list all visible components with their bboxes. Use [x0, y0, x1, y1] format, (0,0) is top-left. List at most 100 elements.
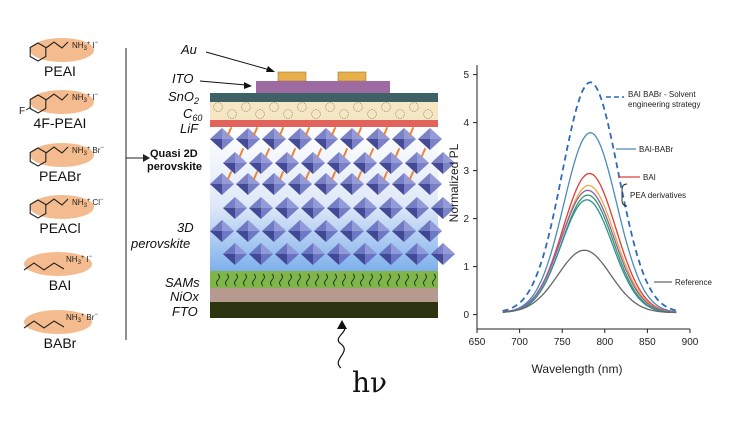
molecule-bai: NH3+ I− BAI: [23, 252, 93, 293]
sam-molecule: [333, 273, 337, 287]
octahedron: [405, 152, 429, 174]
au-label: Au: [180, 42, 197, 57]
spacer-cation: [227, 127, 232, 136]
fto-layer: [210, 302, 438, 318]
y-tick-label: 5: [463, 70, 469, 81]
au-pointer-line: [205, 51, 271, 71]
octahedron: [249, 243, 273, 265]
spacer-cations: [227, 127, 426, 180]
series-group: [502, 81, 677, 314]
c60-ball: [311, 109, 321, 119]
c60-ball: [269, 102, 279, 112]
molecule-name: PEACl: [39, 220, 80, 236]
c60-ball: [353, 102, 363, 112]
light-arrow-wave: [337, 324, 346, 369]
fluoro-substituent: F: [19, 106, 25, 117]
legend-label-solvent-line1: BAI BABr - Solvent: [628, 90, 696, 99]
sam-molecule: [396, 273, 400, 287]
octahedron: [353, 243, 377, 265]
octahedron: [327, 152, 351, 174]
x-tick-label: 650: [469, 337, 486, 348]
octahedron: [262, 220, 286, 242]
octahedron: [418, 220, 442, 242]
perovskite-3d-label-line2: perovskite: [130, 236, 190, 251]
perovskite-layer: [210, 127, 438, 271]
spacer-cation: [357, 171, 362, 180]
series-line-0: [502, 81, 677, 312]
perovskite-octahedra: [210, 128, 455, 265]
au-pointer-head: [266, 66, 275, 72]
c60-molecules: [213, 102, 433, 119]
y-axis-title: Normalized PL: [447, 143, 461, 222]
molecule-name: BABr: [44, 335, 77, 351]
octahedron: [223, 243, 247, 265]
sam-molecule: [342, 273, 346, 287]
legend-label-pea-derivatives: PEA derivatives: [630, 191, 686, 200]
spacer-cation: [253, 127, 258, 136]
octahedron: [379, 152, 403, 174]
ethyl-chain: [45, 198, 69, 206]
c60-ball: [227, 109, 237, 119]
octahedron: [210, 220, 234, 242]
c60-ball: [283, 109, 293, 119]
octahedron: [288, 220, 312, 242]
sam-molecule: [306, 273, 310, 287]
legend-label-solvent-line2: engineering strategy: [628, 100, 701, 109]
spacer-cation: [331, 171, 336, 180]
sam-molecule: [261, 273, 265, 287]
sam-molecule: [423, 273, 427, 287]
sam-molecule: [270, 273, 274, 287]
y-tick-label: 1: [463, 262, 469, 273]
sam-molecule: [351, 273, 355, 287]
lif-layer: [210, 120, 438, 127]
spacer-cation: [239, 148, 244, 157]
ammonium-formula: NH3+ I−: [66, 254, 93, 266]
sam-molecule: [387, 273, 391, 287]
spacer-cation: [305, 127, 310, 136]
c60-ball: [325, 102, 335, 112]
octahedron: [405, 243, 429, 265]
octahedron: [327, 197, 351, 219]
spacer-cation: [265, 148, 270, 157]
octahedron: [236, 220, 260, 242]
octahedron: [366, 220, 390, 242]
octahedron: [379, 243, 403, 265]
x-axis-title: Wavelength (nm): [532, 362, 623, 376]
sam-molecule: [297, 273, 301, 287]
spacer-cation: [369, 148, 374, 157]
sam-molecule: [324, 273, 328, 287]
x-tick-label: 900: [682, 337, 699, 348]
octahedron: [314, 220, 338, 242]
ammonium-formula: NH3+ Br−: [66, 312, 98, 324]
octahedron: [353, 152, 377, 174]
ito-pointer-head: [244, 82, 252, 89]
light-arrowhead: [337, 320, 347, 329]
octahedron: [223, 197, 247, 219]
x-tick-label: 800: [596, 337, 613, 348]
molecule-name: PEABr: [39, 168, 81, 184]
series-line-5: [502, 194, 677, 314]
spacer-cation: [409, 127, 414, 136]
c60-ball: [339, 109, 349, 119]
octahedron: [301, 243, 325, 265]
series-line-1: [502, 132, 677, 313]
au-electrode-right: [337, 71, 367, 82]
sam-molecule: [279, 273, 283, 287]
sno2-layer: [210, 93, 438, 102]
ammonium-formula: NH3+ I−: [72, 40, 99, 52]
octahedron: [431, 197, 455, 219]
fluoro-bond: [25, 106, 32, 111]
spacer-cation: [253, 171, 258, 180]
sams-molecules: [216, 273, 436, 287]
octahedron: [431, 152, 455, 174]
octahedron: [340, 220, 364, 242]
legend-label-bai: BAI: [643, 173, 656, 182]
au-electrode-left: [277, 71, 307, 82]
spacer-cation: [279, 171, 284, 180]
octahedron: [418, 173, 442, 195]
cation-highlight: [24, 252, 92, 276]
molecule-4f-peai: F NH3+ I− 4F-PEAI: [19, 90, 99, 131]
spacer-cation: [279, 127, 284, 136]
